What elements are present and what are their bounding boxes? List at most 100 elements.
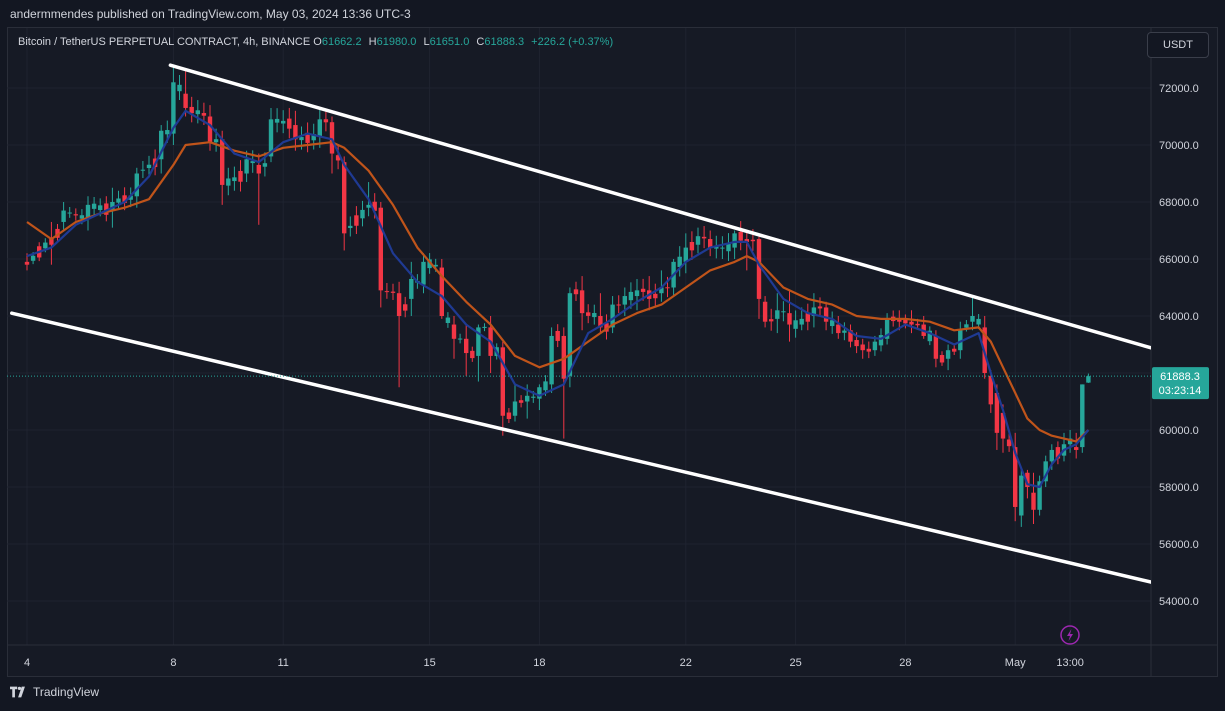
symbol-legend[interactable]: Bitcoin / TetherUS PERPETUAL CONTRACT, 4… — [18, 36, 613, 48]
time-tick-label: 4 — [24, 657, 30, 669]
candle-body — [1031, 492, 1036, 510]
candle — [549, 327, 554, 393]
candle-body — [451, 324, 457, 339]
candle — [403, 296, 408, 318]
low-label: L — [423, 36, 430, 48]
candle-body — [531, 396, 536, 398]
candle — [61, 202, 66, 231]
candle-body — [317, 119, 322, 137]
candle-body — [762, 301, 768, 322]
candle-body — [750, 239, 756, 242]
candle-body — [262, 163, 268, 167]
candle — [226, 167, 231, 196]
price-tick-label: 72000.0 — [1159, 83, 1199, 95]
candle — [104, 196, 109, 222]
candle — [811, 293, 817, 328]
candle — [49, 221, 54, 265]
candle-body — [1043, 461, 1048, 482]
candle-body — [482, 326, 487, 328]
candle — [146, 155, 152, 177]
price-tick-label: 70000.0 — [1159, 140, 1199, 152]
candle-body — [335, 155, 341, 161]
candle-body — [695, 236, 701, 245]
candle-body — [293, 125, 298, 140]
candle-body — [134, 173, 139, 197]
candle-body — [256, 164, 261, 174]
last-price-box — [1152, 367, 1209, 400]
candle-body — [701, 236, 707, 239]
candle-body — [378, 207, 383, 291]
candle-body — [775, 310, 780, 319]
candle — [116, 190, 121, 210]
candle — [177, 74, 182, 101]
candle-body — [945, 350, 951, 359]
candle-body — [177, 84, 182, 92]
candle-body — [476, 327, 481, 356]
candle — [1031, 472, 1036, 525]
candle-body — [823, 307, 829, 322]
candle-body — [433, 264, 438, 267]
candle — [952, 345, 957, 355]
candle-body — [573, 289, 579, 295]
candle-body — [604, 323, 609, 332]
candle-body — [305, 132, 310, 143]
candle-body — [909, 321, 914, 325]
candle-body — [726, 243, 731, 252]
candle — [769, 308, 774, 331]
candle-body — [561, 335, 566, 379]
candle — [793, 310, 798, 338]
candle-body — [665, 287, 670, 289]
candle — [762, 296, 768, 328]
candle — [1013, 432, 1018, 522]
candle-body — [714, 246, 719, 249]
candle — [220, 130, 225, 205]
candle — [756, 236, 762, 319]
candle-body — [311, 134, 316, 141]
candle-body — [537, 387, 542, 399]
candle — [445, 312, 451, 328]
candle — [573, 281, 579, 302]
candle — [701, 226, 707, 249]
candle — [921, 316, 926, 339]
candle-body — [165, 130, 170, 135]
tradingview-logo[interactable]: TradingView — [10, 685, 99, 699]
candle — [909, 310, 914, 334]
candle — [732, 230, 737, 259]
candle — [281, 110, 286, 134]
candle-body — [79, 215, 85, 219]
candle-body — [183, 93, 188, 108]
candle-body — [207, 116, 213, 143]
candle — [708, 230, 713, 257]
candle-body — [964, 324, 969, 328]
ema-fast-line — [26, 109, 1090, 489]
candle — [610, 296, 615, 334]
currency-button[interactable]: USDT — [1147, 32, 1209, 58]
candle-body — [915, 323, 920, 326]
candle-body — [457, 338, 463, 340]
candle — [677, 246, 682, 277]
candle-body — [274, 118, 280, 123]
candle-body — [232, 177, 237, 182]
candle-body — [323, 119, 329, 123]
candle-body — [1006, 439, 1012, 447]
candle-body — [933, 335, 939, 359]
candle-body — [781, 311, 786, 313]
candle — [1067, 430, 1073, 453]
candle — [1043, 455, 1048, 487]
time-tick-label: 15 — [423, 657, 435, 669]
candle — [994, 384, 1000, 450]
candle — [451, 316, 457, 359]
symbol-name: Bitcoin / TetherUS PERPETUAL CONTRACT, 4… — [18, 36, 311, 48]
candle — [189, 96, 194, 123]
candle-body — [903, 320, 908, 324]
candle-body — [85, 204, 91, 220]
price-tick-label: 64000.0 — [1159, 311, 1199, 323]
price-axis: 72000.070000.068000.066000.064000.062000… — [1159, 83, 1199, 608]
candle-body — [409, 278, 414, 299]
candle-body — [525, 395, 530, 402]
close-label: C — [476, 36, 485, 48]
candle-body — [61, 210, 66, 222]
candle-body — [586, 312, 591, 316]
candle-body — [994, 392, 1000, 433]
